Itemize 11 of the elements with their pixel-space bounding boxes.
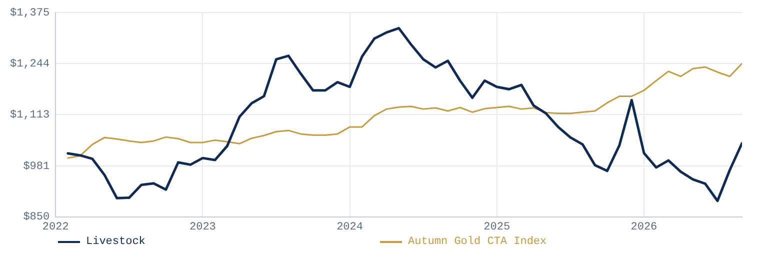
x-tick-label: 2026 [630,221,658,234]
y-tick-label: $1,244 [10,58,50,70]
x-tick-label: 2022 [42,221,69,234]
y-tick-label: $1,375 [10,8,50,20]
legend-label: Livestock [86,236,146,248]
x-tick-label: 2025 [484,221,510,234]
y-tick-label: $981 [23,160,50,173]
legend-label: Autumn Gold CTA Index [408,236,547,248]
x-tick-label: 2023 [189,221,216,234]
y-tick-label: $1,113 [10,109,50,122]
x-tick-label: 2024 [336,221,364,234]
